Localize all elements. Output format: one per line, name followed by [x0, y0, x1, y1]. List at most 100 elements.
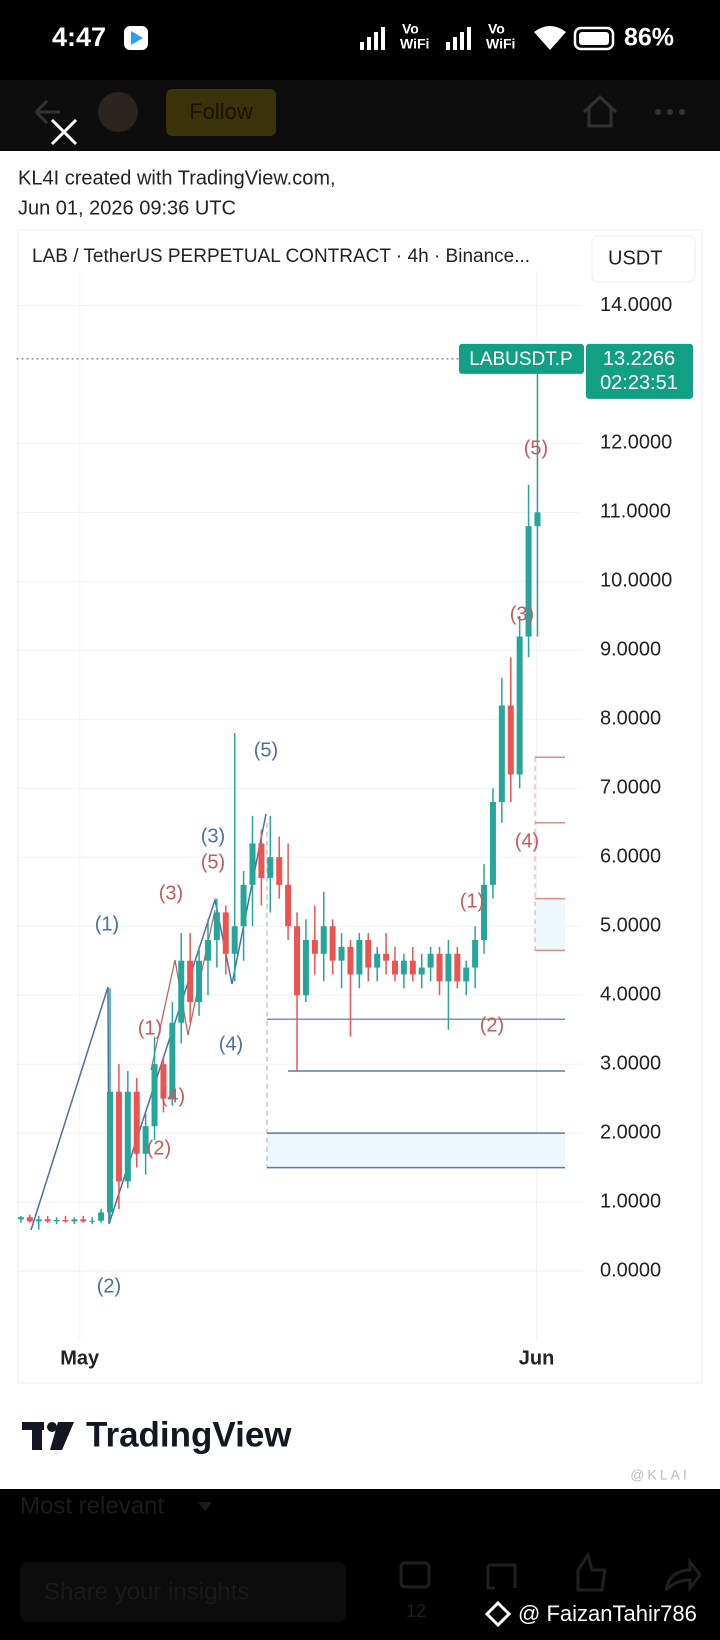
candle-body	[142, 1126, 149, 1154]
sort-arrow[interactable]	[198, 1502, 212, 1511]
candle-body	[267, 857, 274, 878]
candle-body	[80, 1219, 87, 1222]
plot: 0.0000 1.0000 2.0000 3.0000 4.0000 5.0000 6.00…	[16, 271, 693, 1369]
brand-logo	[22, 1422, 74, 1450]
credit: @ FaizanTahir786	[518, 1601, 697, 1626]
home-button[interactable]	[582, 94, 618, 128]
candle-body	[481, 884, 488, 940]
repost-icon[interactable]	[486, 1563, 517, 1590]
signal-icon	[360, 27, 471, 50]
y-tick-label: 12.0000	[600, 432, 672, 454]
price-value: 13.2266	[603, 348, 675, 370]
candle-body	[311, 939, 318, 954]
price-axis-box	[586, 343, 693, 399]
wave-label: (1)	[460, 890, 484, 912]
candle-body	[160, 1064, 167, 1099]
candle-body	[498, 705, 505, 803]
wave-line	[30, 813, 267, 1231]
wifi-icon	[534, 26, 566, 50]
candle-body	[356, 939, 363, 975]
candle-body	[98, 1212, 105, 1221]
y-tick-label: 2.0000	[600, 1121, 661, 1143]
y-tick-label: 4.0000	[600, 983, 661, 1005]
wave-label: (5)	[524, 437, 548, 459]
candle-body	[115, 1091, 122, 1182]
candle-body	[258, 843, 265, 878]
y-tick-label: 1.0000	[600, 1190, 661, 1212]
play-icon	[131, 31, 143, 45]
like-icon[interactable]	[576, 1551, 607, 1592]
candle-body	[374, 953, 381, 968]
candle-body	[463, 967, 470, 982]
y-tick-label: 11.0000	[600, 501, 671, 523]
y-tick-label: 6.0000	[600, 846, 661, 868]
y-tick-label: 3.0000	[600, 1052, 661, 1074]
candle-body	[204, 939, 211, 961]
follow-button[interactable]	[166, 89, 276, 136]
brand-name: TradingView	[86, 1415, 292, 1454]
candle-body	[329, 926, 336, 961]
wave-label: (2)	[147, 1137, 171, 1159]
currency: USDT	[608, 247, 662, 269]
candle-body	[294, 926, 301, 996]
candle-body	[35, 1219, 42, 1222]
y-tick-label: 14.0000	[600, 294, 672, 316]
candle-body	[71, 1219, 78, 1222]
comment-placeholder[interactable]: Share your insights	[44, 1578, 249, 1605]
wave-label: (3)	[159, 882, 183, 904]
candle-body	[338, 946, 345, 961]
follow-label[interactable]: Follow	[189, 99, 253, 124]
candle-body	[534, 512, 541, 527]
network-bottom: WiFi	[486, 36, 515, 52]
network-top: Vo	[402, 21, 419, 37]
wave-label: (4)	[515, 830, 539, 852]
candle-body	[213, 912, 220, 940]
wave-label: (5)	[254, 739, 278, 761]
price-countdown: 02:23:51	[600, 372, 678, 394]
candle-body	[17, 1217, 24, 1220]
candle-body	[178, 960, 185, 1023]
header-line: Jun 01, 2026 09:36 UTC	[18, 197, 236, 219]
candle-body	[240, 884, 247, 927]
candle-body	[151, 1064, 158, 1127]
candle-body	[525, 526, 532, 637]
sort-label[interactable]: Most relevant	[20, 1492, 164, 1519]
candle-body	[196, 960, 203, 1003]
avatar[interactable]	[98, 92, 138, 132]
network-bottom: WiFi	[400, 36, 429, 52]
wave-label: (4)	[219, 1033, 243, 1055]
battery-level	[579, 32, 609, 45]
battery-text: 86%	[624, 24, 674, 52]
comment-count: 12	[406, 1601, 426, 1621]
share-icon[interactable]	[664, 1557, 702, 1593]
candle-body	[285, 884, 292, 927]
candle-body	[44, 1219, 51, 1222]
candle-body	[231, 926, 238, 954]
currency-box	[591, 235, 696, 283]
more-button[interactable]	[655, 109, 685, 115]
comment-input[interactable]	[20, 1562, 346, 1622]
wave-label: (1)	[95, 913, 119, 935]
candle-body	[400, 960, 407, 975]
wave-label: (1)	[138, 1017, 162, 1039]
y-tick-label: 0.0000	[600, 1259, 661, 1281]
candle-body	[89, 1220, 96, 1222]
chart-title: LAB / TetherUS PERPETUAL CONTRACT · 4h ·…	[32, 246, 530, 267]
y-tick-label: 5.0000	[600, 914, 661, 936]
candle-body	[436, 953, 443, 982]
zone	[535, 898, 565, 951]
wave-label: (3)	[510, 603, 534, 625]
candle-body	[489, 802, 496, 885]
comment-icon[interactable]	[399, 1561, 431, 1589]
wave-label: (4)	[161, 1085, 185, 1107]
wave-label: (2)	[480, 1014, 504, 1036]
candle-body	[418, 967, 425, 975]
candle-body	[133, 1091, 140, 1154]
close-button[interactable]	[50, 118, 78, 146]
wave-label: (5)	[201, 851, 225, 873]
price-name-box	[459, 343, 584, 374]
candle-body	[516, 636, 523, 775]
back-button[interactable]	[34, 99, 60, 125]
y-tick-label: 8.0000	[600, 708, 661, 730]
